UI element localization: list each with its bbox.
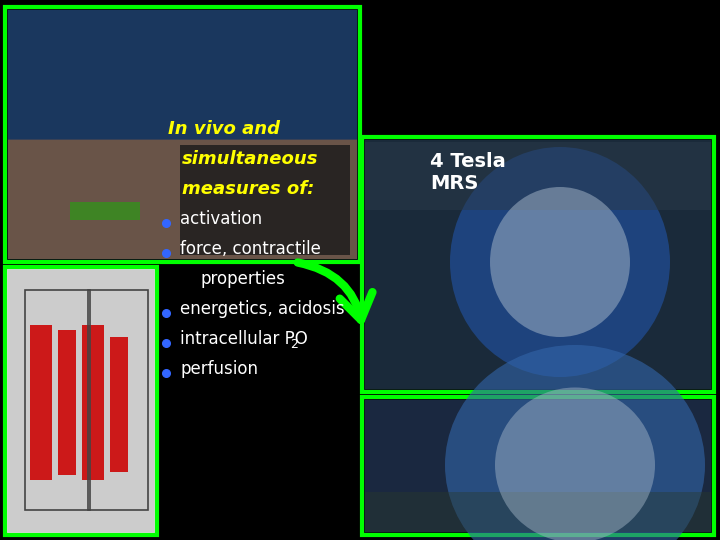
Ellipse shape	[450, 147, 670, 377]
Text: properties: properties	[200, 270, 285, 288]
Bar	[362, 137, 714, 392]
Bar	[30, 325, 52, 480]
FancyArrowPatch shape	[298, 262, 372, 320]
Bar	[5, 7, 360, 262]
Bar	[25, 290, 90, 510]
Text: activation: activation	[180, 210, 262, 228]
Bar	[8, 10, 357, 259]
Text: energetics, acidosis: energetics, acidosis	[180, 300, 345, 318]
Bar	[8, 270, 154, 532]
Bar	[8, 139, 357, 259]
Bar	[362, 397, 714, 535]
Text: perfusion: perfusion	[180, 360, 258, 378]
Ellipse shape	[495, 388, 655, 540]
Bar	[365, 142, 711, 210]
Bar	[365, 140, 711, 389]
Bar	[58, 330, 76, 475]
Bar	[110, 337, 128, 472]
Ellipse shape	[445, 345, 705, 540]
Bar	[88, 290, 148, 510]
Text: 2: 2	[290, 338, 298, 351]
Text: In vivo and: In vivo and	[168, 120, 280, 138]
Text: 4 Tesla
MRS: 4 Tesla MRS	[430, 152, 505, 193]
Text: force, contractile: force, contractile	[180, 240, 321, 258]
Bar	[8, 10, 357, 140]
Text: simultaneous: simultaneous	[182, 150, 318, 168]
Bar	[82, 325, 104, 480]
Ellipse shape	[490, 187, 630, 337]
Text: measures of:: measures of:	[182, 180, 315, 198]
Bar	[180, 145, 350, 255]
Bar	[365, 400, 711, 532]
Bar	[365, 492, 711, 532]
Bar	[70, 202, 140, 220]
Text: intracellular PO: intracellular PO	[180, 330, 307, 348]
Bar	[5, 267, 157, 535]
